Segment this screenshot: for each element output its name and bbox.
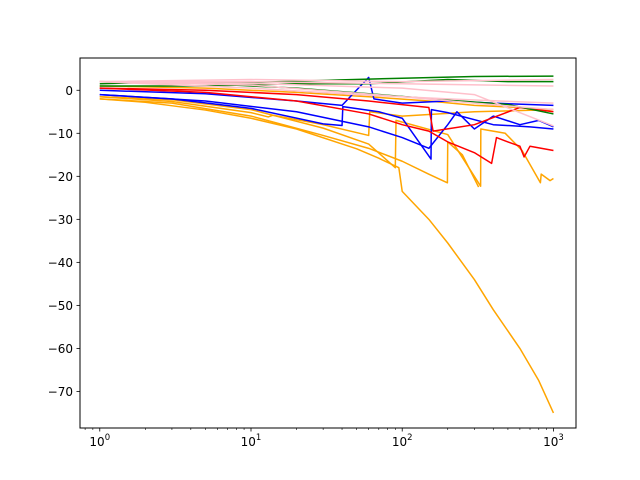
x-tick-exponent: 1 bbox=[256, 433, 261, 443]
y-tick-label: −50 bbox=[48, 299, 73, 313]
series-layer bbox=[99, 75, 555, 414]
y-tick-label: −30 bbox=[48, 213, 73, 227]
series-line-14 bbox=[99, 80, 554, 87]
y-tick-label: −70 bbox=[48, 385, 73, 399]
plot-area bbox=[80, 58, 576, 428]
series-line-2 bbox=[99, 98, 480, 188]
y-tick-label: −40 bbox=[48, 256, 73, 270]
series-line-10 bbox=[99, 87, 554, 132]
y-tick-label: −60 bbox=[48, 342, 73, 356]
series-line-5 bbox=[99, 85, 554, 111]
axes-layer bbox=[79, 57, 577, 429]
x-tick-base: 10 bbox=[543, 435, 558, 449]
x-tick-base: 10 bbox=[241, 435, 256, 449]
series-line-4 bbox=[99, 95, 554, 137]
series-line-6 bbox=[99, 93, 554, 160]
x-tick-base: 10 bbox=[392, 435, 407, 449]
x-tick-exponent: 2 bbox=[407, 433, 412, 443]
series-line-9 bbox=[99, 87, 554, 165]
x-tick-label: 101 bbox=[241, 433, 262, 449]
series-line-18 bbox=[99, 80, 554, 104]
x-tick-exponent: 3 bbox=[558, 433, 563, 443]
axes-frame bbox=[79, 57, 577, 429]
x-tick-exponent: 0 bbox=[105, 433, 110, 443]
series-line-3 bbox=[99, 95, 554, 187]
x-tick-label: 102 bbox=[392, 433, 413, 449]
x-tick-label: 100 bbox=[89, 433, 110, 449]
y-tick-label: 0 bbox=[65, 84, 73, 98]
series-line-1 bbox=[99, 98, 555, 414]
series-line-7 bbox=[99, 93, 554, 150]
y-tick-label: −20 bbox=[48, 170, 73, 184]
y-tick-label: −10 bbox=[48, 127, 73, 141]
series-line-17 bbox=[99, 78, 554, 83]
x-tick-label: 103 bbox=[543, 433, 564, 449]
x-tick-base: 10 bbox=[89, 435, 104, 449]
